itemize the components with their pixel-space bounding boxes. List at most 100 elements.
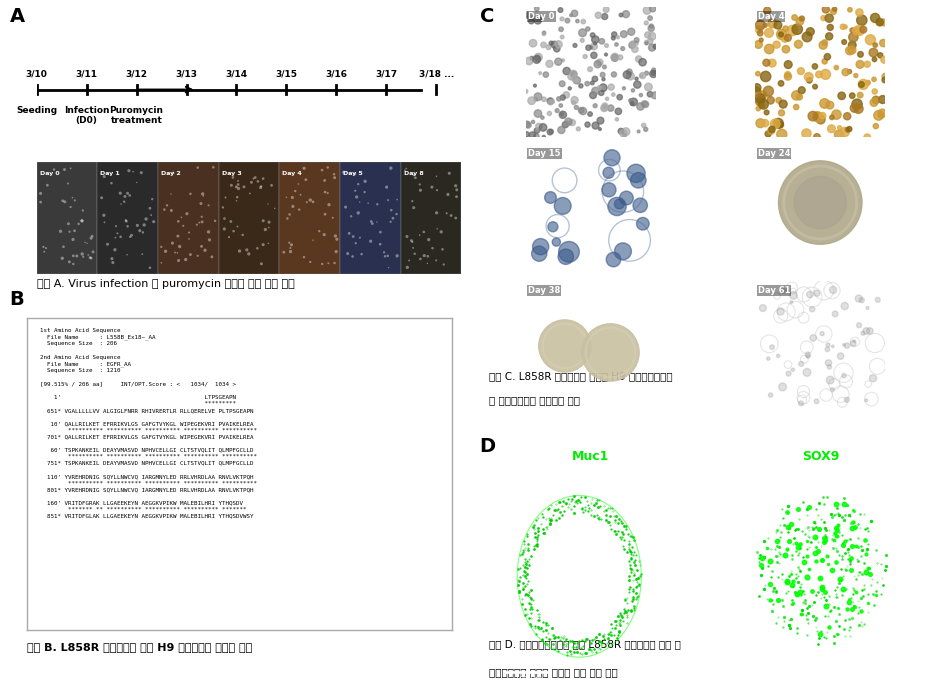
Circle shape bbox=[869, 374, 877, 382]
Circle shape bbox=[776, 98, 782, 103]
Circle shape bbox=[813, 112, 823, 122]
Circle shape bbox=[560, 17, 564, 21]
Circle shape bbox=[826, 376, 834, 384]
Circle shape bbox=[785, 34, 791, 41]
Circle shape bbox=[633, 198, 647, 213]
Circle shape bbox=[604, 150, 620, 166]
Circle shape bbox=[825, 360, 832, 366]
Circle shape bbox=[593, 104, 598, 108]
Circle shape bbox=[534, 53, 542, 61]
Circle shape bbox=[563, 92, 569, 98]
Circle shape bbox=[760, 71, 771, 82]
Circle shape bbox=[756, 72, 760, 76]
Circle shape bbox=[525, 57, 533, 65]
Circle shape bbox=[880, 39, 887, 47]
Circle shape bbox=[585, 82, 589, 86]
Circle shape bbox=[553, 45, 560, 52]
Circle shape bbox=[634, 38, 639, 43]
Circle shape bbox=[777, 122, 784, 128]
Circle shape bbox=[870, 13, 880, 22]
Circle shape bbox=[573, 43, 577, 47]
Circle shape bbox=[600, 72, 605, 77]
Circle shape bbox=[853, 340, 855, 342]
Circle shape bbox=[774, 21, 782, 29]
Circle shape bbox=[864, 61, 870, 68]
Circle shape bbox=[867, 328, 873, 334]
Text: Day 61: Day 61 bbox=[758, 286, 790, 295]
Circle shape bbox=[806, 77, 812, 83]
Circle shape bbox=[602, 77, 605, 81]
Circle shape bbox=[866, 35, 875, 45]
Circle shape bbox=[835, 130, 843, 139]
Circle shape bbox=[573, 77, 581, 84]
Circle shape bbox=[557, 97, 561, 101]
Circle shape bbox=[776, 29, 787, 40]
Circle shape bbox=[621, 47, 625, 50]
Circle shape bbox=[558, 8, 563, 13]
Circle shape bbox=[756, 20, 765, 30]
Circle shape bbox=[555, 58, 562, 66]
Circle shape bbox=[534, 93, 542, 100]
Circle shape bbox=[822, 59, 827, 64]
Circle shape bbox=[859, 298, 865, 302]
Circle shape bbox=[758, 91, 767, 99]
Circle shape bbox=[799, 16, 805, 21]
Circle shape bbox=[784, 61, 792, 68]
Circle shape bbox=[547, 129, 553, 135]
Circle shape bbox=[615, 108, 622, 114]
Circle shape bbox=[546, 45, 550, 49]
Circle shape bbox=[855, 295, 862, 302]
Circle shape bbox=[814, 112, 820, 118]
Circle shape bbox=[770, 345, 774, 349]
Circle shape bbox=[542, 32, 546, 36]
Circle shape bbox=[606, 252, 621, 267]
Circle shape bbox=[832, 345, 834, 348]
Circle shape bbox=[603, 167, 614, 178]
Circle shape bbox=[794, 176, 846, 229]
Circle shape bbox=[767, 97, 774, 104]
Circle shape bbox=[582, 324, 639, 381]
Circle shape bbox=[803, 369, 811, 376]
Circle shape bbox=[541, 43, 547, 47]
Circle shape bbox=[532, 246, 547, 261]
Circle shape bbox=[832, 110, 841, 119]
Circle shape bbox=[848, 8, 853, 12]
Circle shape bbox=[774, 118, 783, 128]
Circle shape bbox=[752, 87, 761, 96]
Circle shape bbox=[767, 357, 770, 360]
Circle shape bbox=[534, 128, 539, 133]
Circle shape bbox=[792, 24, 803, 34]
Circle shape bbox=[574, 105, 579, 109]
Circle shape bbox=[819, 41, 827, 49]
Circle shape bbox=[629, 42, 635, 48]
Circle shape bbox=[534, 109, 542, 117]
Circle shape bbox=[808, 112, 818, 121]
Circle shape bbox=[852, 99, 862, 109]
Circle shape bbox=[568, 87, 571, 90]
Circle shape bbox=[799, 401, 804, 406]
Circle shape bbox=[612, 72, 616, 77]
Circle shape bbox=[856, 61, 864, 68]
Circle shape bbox=[536, 17, 542, 22]
Text: A: A bbox=[9, 7, 24, 26]
Circle shape bbox=[779, 383, 787, 391]
Circle shape bbox=[559, 104, 563, 107]
Circle shape bbox=[627, 72, 634, 80]
Circle shape bbox=[768, 59, 776, 67]
Circle shape bbox=[528, 97, 535, 105]
Circle shape bbox=[882, 73, 888, 80]
Circle shape bbox=[848, 70, 852, 74]
Circle shape bbox=[550, 41, 553, 45]
Circle shape bbox=[548, 100, 553, 105]
Circle shape bbox=[812, 63, 818, 69]
Circle shape bbox=[588, 67, 593, 72]
Circle shape bbox=[612, 32, 617, 37]
Circle shape bbox=[794, 40, 803, 48]
Circle shape bbox=[623, 134, 626, 137]
Circle shape bbox=[614, 43, 618, 46]
Circle shape bbox=[631, 46, 638, 52]
Circle shape bbox=[824, 54, 831, 60]
Text: 그림 A. Virus infection 후 puromycin 처리에 의한 세포 선별: 그림 A. Virus infection 후 puromycin 처리에 의한… bbox=[37, 279, 295, 289]
Circle shape bbox=[864, 134, 870, 141]
Circle shape bbox=[768, 128, 774, 134]
